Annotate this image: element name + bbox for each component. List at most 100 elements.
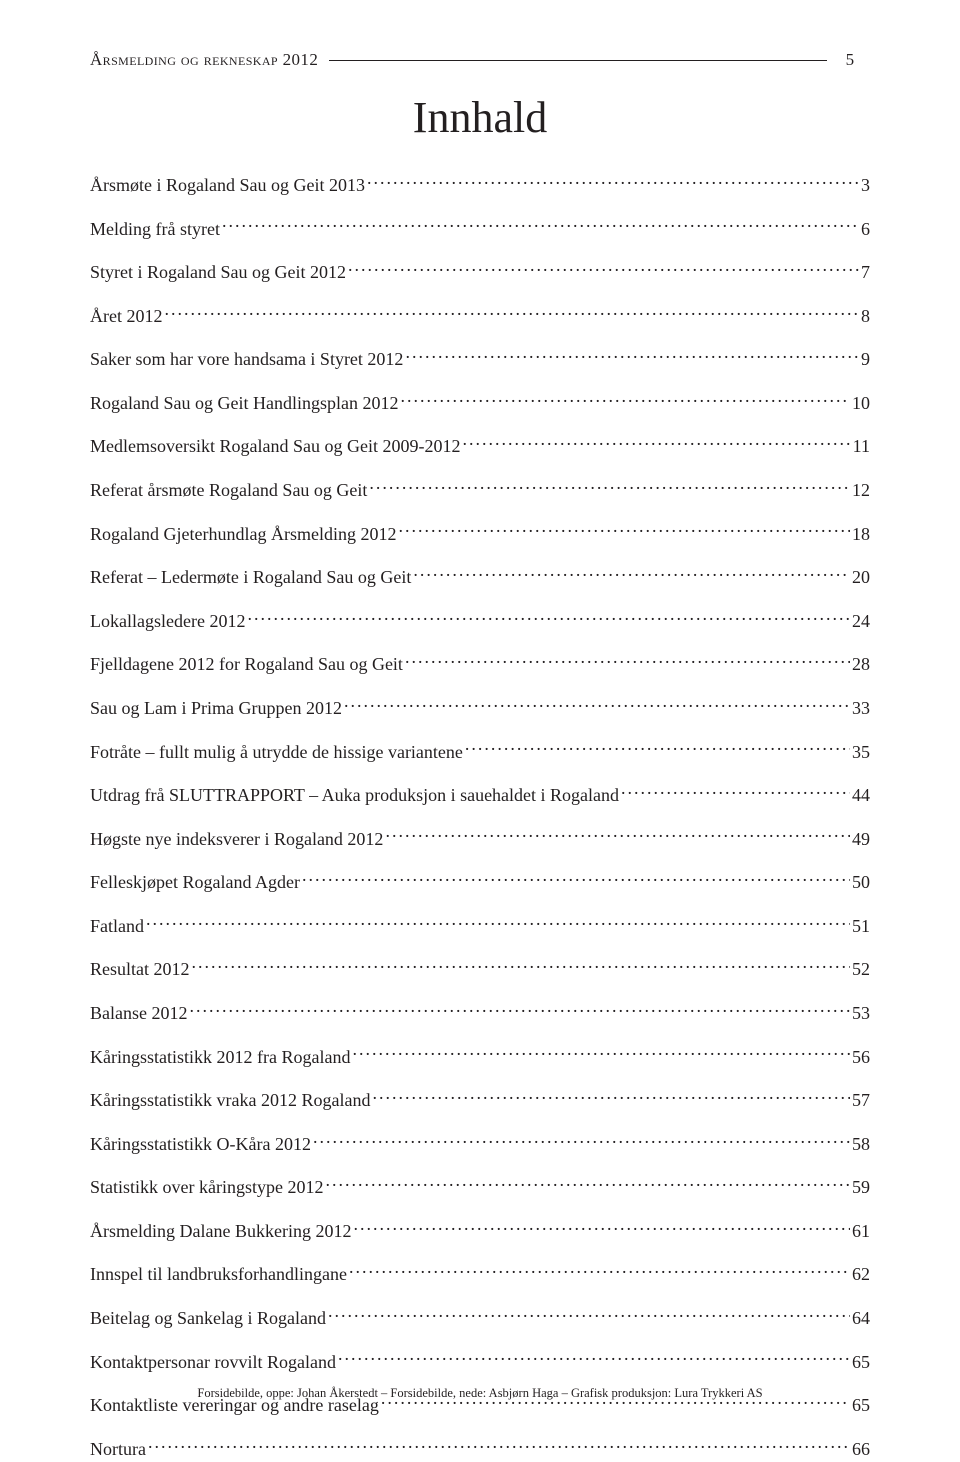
toc-entry-label: Året 2012 (90, 304, 162, 329)
toc-row: Utdrag frå SLUTTRAPPORT – Auka produksjo… (90, 783, 870, 808)
toc-row: Årsmelding Dalane Bukkering 2012 61 (90, 1219, 870, 1244)
toc-leader-dots (398, 522, 850, 540)
toc-entry-page: 64 (852, 1306, 870, 1331)
toc-leader-dots (148, 1437, 850, 1455)
toc-leader-dots (146, 914, 850, 932)
toc-entry-label: Årsmøte i Rogaland Sau og Geit 2013 (90, 173, 365, 198)
toc-leader-dots (352, 1045, 850, 1063)
toc-leader-dots (367, 173, 859, 191)
toc-entry-page: 57 (852, 1088, 870, 1113)
toc-entry-page: 66 (852, 1437, 870, 1462)
footer-credits: Forsidebilde, oppe: Johan Åkerstedt – Fo… (0, 1386, 960, 1401)
toc-entry-label: Beitelag og Sankelag i Rogaland (90, 1306, 326, 1331)
toc-entry-page: 9 (861, 347, 870, 372)
toc-leader-dots (344, 696, 850, 714)
toc-entry-label: Balanse 2012 (90, 1001, 187, 1026)
toc-entry-label: Fotråte – fullt mulig å utrydde de hissi… (90, 740, 463, 765)
toc-entry-page: 51 (852, 914, 870, 939)
toc-entry-label: Høgste nye indeksverer i Rogaland 2012 (90, 827, 383, 852)
toc-leader-dots (189, 1001, 850, 1019)
toc-leader-dots (348, 260, 859, 278)
toc-leader-dots (325, 1175, 850, 1193)
toc-entry-label: Rogaland Sau og Geit Handlingsplan 2012 (90, 391, 398, 416)
toc-row: Beitelag og Sankelag i Rogaland 64 (90, 1306, 870, 1331)
toc-entry-page: 44 (852, 783, 870, 808)
toc-entry-label: Referat årsmøte Rogaland Sau og Geit (90, 478, 367, 503)
toc-entry-page: 50 (852, 870, 870, 895)
toc-row: Medlemsoversikt Rogaland Sau og Geit 200… (90, 434, 870, 459)
toc-entry-label: Medlemsoversikt Rogaland Sau og Geit 200… (90, 434, 460, 459)
running-title: Årsmelding og rekneskap 2012 (90, 50, 318, 69)
toc-row: Lokallagsledere 201224 (90, 609, 870, 634)
toc-row: Innspel til landbruksforhandlingane 62 (90, 1262, 870, 1287)
toc-leader-dots (338, 1350, 850, 1368)
toc-leader-dots (621, 783, 850, 801)
toc-row: Rogaland Sau og Geit Handlingsplan 2012 1… (90, 391, 870, 416)
page-title: Innhald (90, 92, 870, 143)
toc-entry-label: Styret i Rogaland Sau og Geit 2012 (90, 260, 346, 285)
toc-row: Sau og Lam i Prima Gruppen 2012 33 (90, 696, 870, 721)
toc-entry-label: Referat – Ledermøte i Rogaland Sau og Ge… (90, 565, 411, 590)
running-header: Årsmelding og rekneskap 2012 5 (90, 50, 870, 70)
toc-entry-page: 28 (852, 652, 870, 677)
toc-entry-page: 58 (852, 1132, 870, 1157)
toc-row: Kåringsstatistikk vraka 2012 Rogaland 57 (90, 1088, 870, 1113)
toc-row: Felleskjøpet Rogaland Agder 50 (90, 870, 870, 895)
toc-entry-page: 65 (852, 1350, 870, 1375)
toc-entry-label: Felleskjøpet Rogaland Agder (90, 870, 300, 895)
toc-entry-label: Kåringsstatistikk vraka 2012 Rogaland (90, 1088, 370, 1113)
toc-entry-page: 6 (861, 217, 870, 242)
table-of-contents: Årsmøte i Rogaland Sau og Geit 2013 3 Meld… (90, 173, 870, 1462)
toc-row: Kontaktpersonar rovvilt Rogaland 65 (90, 1350, 870, 1375)
toc-row: Resultat 201252 (90, 957, 870, 982)
toc-entry-page: 56 (852, 1045, 870, 1070)
toc-row: Melding frå styret6 (90, 217, 870, 242)
toc-entry-page: 61 (852, 1219, 870, 1244)
toc-leader-dots (413, 565, 850, 583)
toc-row: Referat – Ledermøte i Rogaland Sau og Ge… (90, 565, 870, 590)
toc-entry-label: Kåringsstatistikk O-Kåra 2012 (90, 1132, 311, 1157)
toc-leader-dots (405, 347, 859, 365)
toc-entry-label: Fjelldagene 2012 for Rogaland Sau og Gei… (90, 652, 403, 677)
toc-entry-label: Kontaktpersonar rovvilt Rogaland (90, 1350, 336, 1375)
toc-leader-dots (385, 827, 850, 845)
toc-entry-page: 33 (852, 696, 870, 721)
toc-entry-label: Fatland (90, 914, 144, 939)
page: Årsmelding og rekneskap 2012 5 Innhald Å… (0, 0, 960, 1462)
toc-entry-label: Statistikk over kåringstype 2012 (90, 1175, 323, 1200)
toc-row: Saker som har vore handsama i Styret 201… (90, 347, 870, 372)
toc-row: Nortura66 (90, 1437, 870, 1462)
toc-leader-dots (164, 304, 859, 322)
toc-entry-label: Sau og Lam i Prima Gruppen 2012 (90, 696, 342, 721)
toc-leader-dots (313, 1132, 850, 1150)
toc-entry-page: 24 (852, 609, 870, 634)
toc-entry-label: Innspel til landbruksforhandlingane (90, 1262, 347, 1287)
header-rule (329, 60, 827, 61)
toc-entry-page: 35 (852, 740, 870, 765)
toc-leader-dots (192, 957, 851, 975)
toc-row: Kåringsstatistikk 2012 fra Rogaland56 (90, 1045, 870, 1070)
toc-entry-page: 49 (852, 827, 870, 852)
toc-entry-page: 62 (852, 1262, 870, 1287)
toc-leader-dots (462, 434, 850, 452)
toc-row: Rogaland Gjeterhundlag Årsmelding 201218 (90, 522, 870, 547)
toc-row: Balanse 201253 (90, 1001, 870, 1026)
toc-entry-page: 20 (852, 565, 870, 590)
toc-row: Fatland 51 (90, 914, 870, 939)
toc-row: Fjelldagene 2012 for Rogaland Sau og Gei… (90, 652, 870, 677)
toc-leader-dots (372, 1088, 850, 1106)
toc-leader-dots (369, 478, 850, 496)
page-number: 5 (846, 50, 855, 69)
toc-row: Referat årsmøte Rogaland Sau og Geit 12 (90, 478, 870, 503)
toc-row: Høgste nye indeksverer i Rogaland 2012 49 (90, 827, 870, 852)
toc-entry-page: 52 (852, 957, 870, 982)
toc-leader-dots (400, 391, 850, 409)
toc-entry-page: 10 (852, 391, 870, 416)
toc-leader-dots (353, 1219, 850, 1237)
toc-entry-page: 7 (861, 260, 870, 285)
toc-entry-page: 3 (861, 173, 870, 198)
toc-entry-page: 12 (852, 478, 870, 503)
toc-entry-label: Årsmelding Dalane Bukkering 2012 (90, 1219, 351, 1244)
toc-leader-dots (405, 652, 850, 670)
toc-entry-page: 18 (852, 522, 870, 547)
